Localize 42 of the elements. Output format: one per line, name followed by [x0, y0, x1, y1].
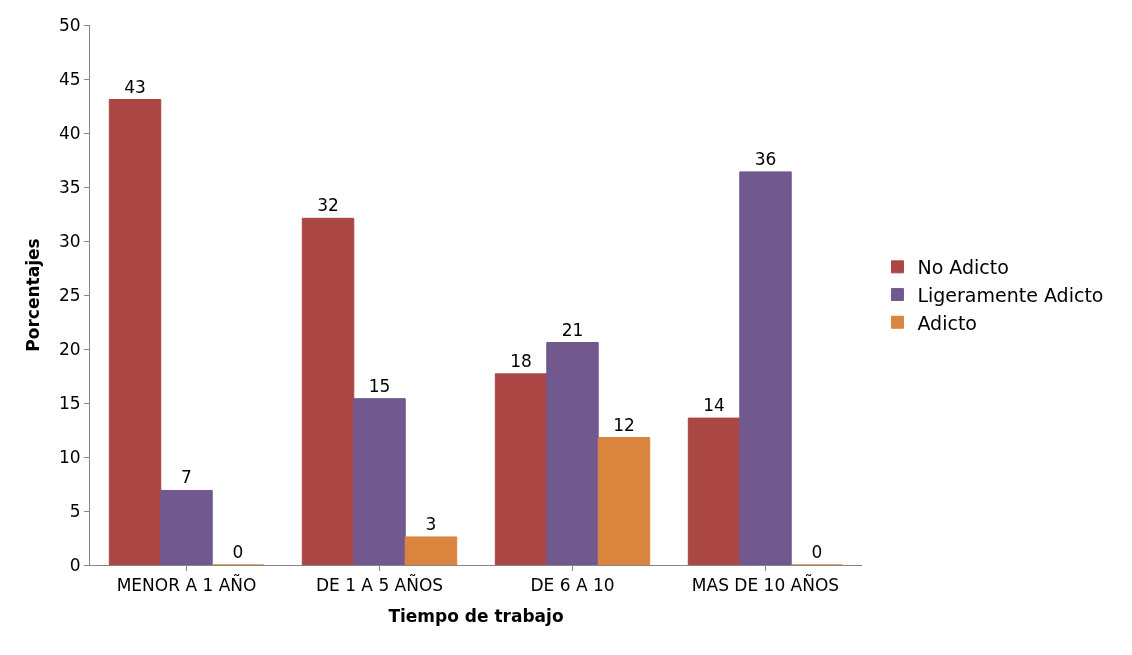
data-label: 36 — [754, 148, 777, 169]
bar — [739, 171, 792, 565]
data-label: 0 — [811, 542, 823, 562]
y-tick-label: 25 — [58, 284, 81, 305]
y-tick-label: 35 — [58, 176, 81, 197]
y-axis-title: Porcentajes — [22, 238, 43, 352]
x-axis-title: Tiempo de trabajo — [388, 605, 564, 626]
y-tick-label: 20 — [58, 338, 81, 359]
y-tick-label: 0 — [69, 554, 81, 575]
x-tick-label: DE 6 A 10 — [530, 575, 615, 596]
x-tick-label: MENOR A 1 AÑO — [116, 574, 257, 596]
bar — [108, 99, 162, 565]
bar — [687, 417, 741, 565]
data-label: 15 — [368, 375, 391, 396]
y-tick-label: 30 — [58, 230, 81, 251]
legend-label: Ligeramente Adicto — [917, 283, 1104, 306]
data-label: 43 — [124, 76, 146, 97]
bar — [404, 536, 458, 565]
legend-label: Adicto — [917, 311, 977, 334]
data-label: 0 — [232, 542, 244, 562]
x-tick-label: MAS DE 10 AÑOS — [691, 574, 840, 596]
data-label: 14 — [703, 395, 725, 416]
data-label: 3 — [425, 513, 437, 534]
x-tick-label: DE 1 A 5 AÑOS — [315, 574, 444, 596]
bar — [597, 437, 651, 565]
y-tick-label: 40 — [58, 122, 81, 143]
y-tick-label: 50 — [58, 14, 81, 35]
bar — [546, 342, 599, 565]
y-tick-label: 45 — [58, 68, 81, 89]
data-label: 7 — [181, 467, 192, 488]
y-tick-label: 10 — [58, 446, 81, 467]
bar — [353, 398, 406, 565]
data-label: 32 — [317, 195, 339, 216]
bar — [301, 217, 355, 565]
bar — [494, 373, 548, 565]
legend-label: No Adicto — [917, 256, 1009, 279]
y-tick-label: 15 — [58, 392, 81, 413]
y-tick-label: 5 — [69, 500, 81, 521]
data-label: 21 — [561, 319, 584, 340]
data-label: 18 — [510, 350, 532, 371]
data-label: 12 — [613, 414, 635, 435]
bar — [160, 489, 213, 565]
